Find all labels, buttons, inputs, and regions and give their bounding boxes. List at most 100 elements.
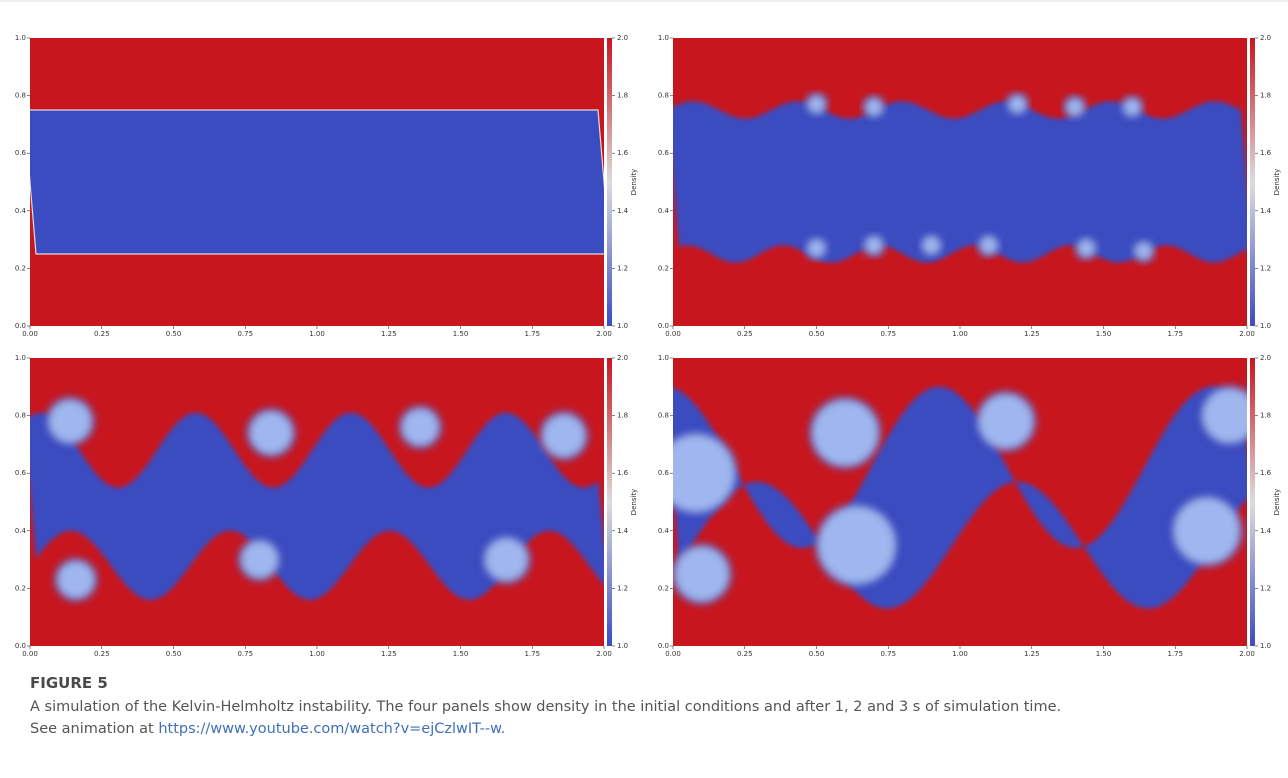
colorbar-tick-label: 1.6 [617, 469, 629, 477]
x-tick-label: 1.00 [952, 330, 968, 338]
colorbar-label: Density [630, 169, 638, 196]
vortex [54, 558, 98, 602]
colorbar [1250, 38, 1255, 326]
x-tick-label: 1.75 [1167, 650, 1183, 658]
y-tick-label: 1.0 [658, 354, 669, 362]
x-tick-label: 0.75 [880, 330, 896, 338]
x-tick-label: 0.25 [94, 330, 110, 338]
x-tick-label: 1.00 [309, 330, 325, 338]
figure-label: FIGURE 5 [30, 674, 108, 692]
x-tick-label: 2.00 [596, 650, 612, 658]
x-tick-label: 0.00 [22, 330, 38, 338]
low-density-band [30, 412, 604, 600]
x-tick-label: 2.00 [596, 330, 612, 338]
colorbar-tick-label: 1.8 [1260, 92, 1271, 100]
colorbar-tick-label: 1.6 [1260, 149, 1272, 157]
x-tick-label: 0.75 [237, 330, 253, 338]
heatmap-field [30, 38, 604, 326]
colorbar [607, 358, 612, 646]
x-tick-label: 1.50 [453, 330, 469, 338]
figure: 0.00 0.25 0.50 0.75 1.00 1.25 1.50 1.75 2.000.00… [0, 0, 1288, 658]
vortex [673, 543, 732, 605]
colorbar [1250, 358, 1255, 646]
heatmap-field [673, 38, 1247, 326]
y-tick-label: 0.2 [15, 584, 26, 592]
y-tick-label: 0.0 [658, 642, 669, 650]
low-density-band [673, 101, 1247, 263]
x-tick-label: 1.25 [381, 650, 397, 658]
vortex [1170, 494, 1243, 567]
heatmap-field [30, 358, 604, 646]
x-tick-label: 0.00 [22, 650, 38, 658]
y-tick-label: 0.4 [15, 527, 27, 535]
x-tick-label: 1.75 [1167, 330, 1183, 338]
vortex [815, 503, 899, 587]
x-tick-label: 1.00 [952, 650, 968, 658]
x-tick-label: 0.50 [166, 650, 182, 658]
caption: FIGURE 5 A simulation of the Kelvin-Helm… [30, 672, 1260, 740]
vortex [975, 391, 1037, 452]
colorbar-tick-label: 1.2 [617, 264, 628, 272]
x-tick-label: 2.00 [1239, 330, 1255, 338]
vortex [862, 233, 886, 258]
x-tick-label: 0.00 [665, 330, 681, 338]
caption-link[interactable]: https://www.youtube.com/watch?v=ejCzlwIT… [158, 721, 506, 737]
y-tick-label: 0.8 [15, 92, 26, 100]
y-tick-label: 0.8 [658, 92, 669, 100]
x-tick-label: 1.00 [309, 650, 325, 658]
colorbar-tick-label: 1.2 [1260, 264, 1271, 272]
y-tick-label: 0.4 [658, 527, 670, 535]
y-tick-label: 0.0 [15, 642, 26, 650]
caption-body: A simulation of the Kelvin-Helmholtz ins… [30, 699, 1062, 715]
panel: 0.00 0.25 0.50 0.75 1.00 1.25 1.50 1.75 2.00 0.0 0… [658, 354, 1281, 658]
vortex [1120, 95, 1145, 119]
x-tick-label: 0.75 [880, 650, 896, 658]
colorbar-tick-label: 1.2 [1260, 584, 1271, 592]
y-tick-label: 0.2 [15, 264, 26, 272]
colorbar-tick-label: 1.6 [1260, 469, 1272, 477]
vortex [246, 408, 296, 458]
vortex [809, 396, 882, 469]
x-tick-label: 1.50 [453, 650, 469, 658]
caption-link-prefix: See animation at [30, 721, 154, 737]
y-tick-label: 0.6 [15, 149, 27, 157]
vortex [673, 431, 738, 515]
x-tick-label: 1.75 [524, 330, 540, 338]
x-tick-label: 0.50 [809, 330, 825, 338]
y-tick-label: 0.6 [658, 149, 670, 157]
x-tick-label: 0.75 [237, 650, 253, 658]
colorbar-tick-label: 2.0 [1260, 354, 1271, 362]
colorbar-tick-label: 1.8 [617, 412, 628, 420]
y-tick-label: 1.0 [658, 34, 669, 42]
caption-text: A simulation of the Kelvin-Helmholtz ins… [30, 696, 1260, 740]
y-tick-label: 1.0 [15, 34, 26, 42]
colorbar-tick-label: 1.0 [1260, 322, 1271, 330]
y-tick-label: 0.0 [15, 322, 26, 330]
panel: 0.00 0.25 0.50 0.75 1.00 1.25 1.50 1.75 2.00 0.0 0… [15, 34, 638, 338]
vortex [1005, 92, 1030, 117]
vortex [481, 535, 531, 585]
vortex [862, 95, 886, 119]
colorbar-tick-label: 2.0 [617, 354, 628, 362]
colorbar-tick-label: 1.0 [617, 322, 628, 330]
x-tick-label: 1.25 [1024, 650, 1040, 658]
x-tick-label: 1.50 [1096, 330, 1112, 338]
y-tick-label: 0.6 [15, 469, 27, 477]
vortex [1062, 95, 1087, 119]
vortex [919, 233, 944, 258]
panel: 0.00 0.25 0.50 0.75 1.00 1.25 1.50 1.75 2.00 0.0 0… [658, 34, 1281, 338]
y-tick-label: 1.0 [15, 354, 26, 362]
vortex [539, 411, 589, 461]
vortex [45, 396, 95, 446]
y-tick-label: 0.6 [658, 469, 670, 477]
low-density-band [30, 109, 604, 255]
colorbar-label: Density [1273, 169, 1281, 196]
low-density-band [673, 386, 1247, 609]
x-tick-label: 0.25 [737, 330, 753, 338]
heatmap-field [673, 358, 1247, 646]
colorbar-tick-label: 1.4 [1260, 207, 1272, 215]
vortex [238, 538, 282, 582]
vortex [1074, 236, 1099, 261]
colorbar [607, 38, 612, 326]
